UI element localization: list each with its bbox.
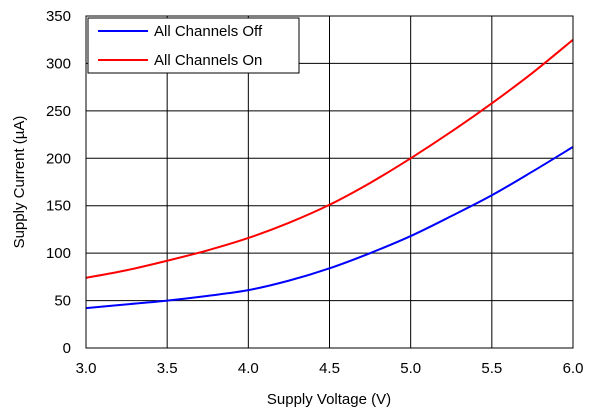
series-lines: [85, 38, 574, 310]
x-tick-label: 3.0: [76, 360, 97, 377]
y-tick-label: 100: [46, 245, 71, 262]
legend-label-on: All Channels On: [154, 52, 262, 69]
series-line-1: [85, 38, 574, 279]
x-tick-label: 4.5: [319, 360, 340, 377]
y-axis-label: Supply Current (µA): [11, 116, 28, 249]
x-tick-label: 6.0: [563, 360, 584, 377]
y-tick-label: 300: [46, 55, 71, 72]
x-axis-label: Supply Voltage (V): [267, 391, 391, 408]
x-tick-label: 5.5: [481, 360, 502, 377]
y-tick-label: 50: [54, 293, 71, 310]
plot-frame: [85, 15, 574, 349]
legend-label-off: All Channels Off: [154, 23, 263, 40]
y-tick-label: 200: [46, 150, 71, 167]
series-line-0: [85, 146, 574, 310]
legend-box: [87, 17, 300, 74]
x-tick-label: 3.5: [157, 360, 178, 377]
legend: All Channels Off All Channels On: [87, 17, 300, 74]
y-tick-labels: 0 50 100 150 200 250 300 350: [46, 8, 71, 357]
x-tick-label: 5.0: [400, 360, 421, 377]
y-tick-label: 350: [46, 8, 71, 25]
y-tick-label: 0: [63, 340, 71, 357]
x-tick-label: 4.0: [238, 360, 259, 377]
y-tick-label: 250: [46, 103, 71, 120]
x-tick-labels: 3.0 3.5 4.0 4.5 5.0 5.5 6.0: [76, 360, 584, 377]
y-tick-label: 150: [46, 198, 71, 215]
